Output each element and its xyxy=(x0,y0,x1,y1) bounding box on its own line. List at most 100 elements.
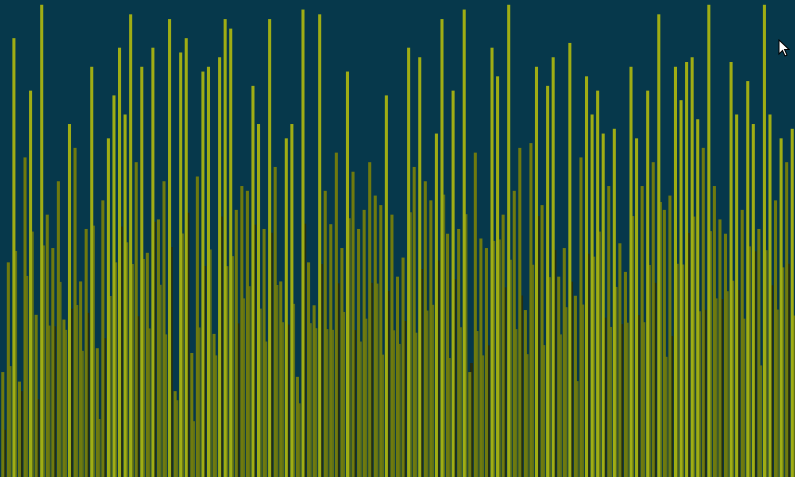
spectrum-bar-echo xyxy=(569,281,574,477)
spectrum-bar xyxy=(395,276,400,477)
spectrum-bar xyxy=(790,128,794,477)
spectrum-bar xyxy=(440,19,444,477)
spectrum-bar-echo xyxy=(536,216,540,477)
spectrum-bar xyxy=(184,38,188,477)
spectrum-bar xyxy=(785,162,789,477)
spectrum-bar-echo xyxy=(186,212,190,477)
spectrum-bar xyxy=(373,195,377,477)
spectrum-bar xyxy=(557,276,561,477)
spectrum-bar xyxy=(23,157,27,477)
spectrum-bar xyxy=(646,90,650,477)
spectrum-bar-echo xyxy=(342,311,346,477)
spectrum-bar-echo xyxy=(297,403,301,477)
spectrum-bar-echo xyxy=(314,328,318,477)
spectrum-bar xyxy=(423,181,427,477)
spectrum-bar-echo xyxy=(764,250,768,477)
spectrum-bar xyxy=(551,57,555,477)
spectrum-bar xyxy=(623,271,627,477)
spectrum-bar-echo xyxy=(453,279,457,477)
spectrum-bar-echo xyxy=(775,309,779,477)
spectrum-bar xyxy=(518,147,522,477)
spectrum-bar-echo xyxy=(575,381,579,477)
spectrum-bar-echo xyxy=(481,355,485,477)
spectrum-bar xyxy=(195,176,199,477)
spectrum-bar-echo xyxy=(475,331,479,477)
spectrum-bar xyxy=(234,209,238,477)
spectrum-bar xyxy=(607,186,611,477)
spectrum-bar-echo xyxy=(781,267,785,477)
spectrum-bar xyxy=(40,4,44,477)
spectrum-bar xyxy=(718,219,722,477)
spectrum-bar xyxy=(740,209,744,477)
spectrum-bar xyxy=(696,119,700,477)
spectrum-bar xyxy=(51,248,55,477)
spectrum-bar xyxy=(156,219,160,477)
spectrum-bar-echo xyxy=(486,345,490,477)
spectrum-bar-echo xyxy=(47,325,51,477)
spectrum-bar-echo xyxy=(497,239,501,477)
spectrum-bar-echo xyxy=(125,242,129,477)
spectrum-bar xyxy=(540,205,544,477)
spectrum-bar xyxy=(12,38,16,477)
spectrum-bar xyxy=(34,314,38,477)
spectrum-bar-echo xyxy=(642,322,646,477)
spectrum-bar xyxy=(56,181,60,477)
spectrum-bar xyxy=(307,262,311,477)
spectrum-bar-echo xyxy=(664,356,668,477)
spectrum-bar xyxy=(573,295,577,477)
spectrum-bar xyxy=(1,372,5,477)
spectrum-bar xyxy=(112,95,116,477)
spectrum-bar-echo xyxy=(386,290,390,477)
spectrum-bar xyxy=(746,81,750,477)
spectrum-bar-echo xyxy=(414,332,418,477)
spectrum-bar-echo xyxy=(692,216,696,477)
spectrum-bar xyxy=(457,228,461,477)
spectrum-bar xyxy=(618,243,622,477)
spectrum-bar-echo xyxy=(353,330,357,477)
spectrum-bar-echo xyxy=(253,224,257,477)
spectrum-bar-echo xyxy=(531,264,535,477)
spectrum-bar xyxy=(735,114,739,477)
spectrum-bar xyxy=(612,128,616,477)
spectrum-bar-echo xyxy=(547,277,551,477)
spectrum-bar-echo xyxy=(747,246,751,477)
spectrum-bar xyxy=(685,62,689,477)
spectrum-bar-echo xyxy=(97,419,101,477)
spectrum-bar xyxy=(512,190,516,477)
spectrum-bar-echo xyxy=(675,263,679,477)
spectrum-bar-echo xyxy=(720,299,724,477)
spectrum-bar xyxy=(290,124,294,477)
spectrum-bar-echo xyxy=(581,304,585,477)
spectrum-bar xyxy=(707,4,711,477)
spectrum-bar-echo xyxy=(319,264,323,477)
spectrum-bar-echo xyxy=(375,283,379,477)
spectrum-bar xyxy=(751,124,755,477)
spectrum-bar-echo xyxy=(86,312,90,477)
spectrum-bar-echo xyxy=(736,290,740,477)
spectrum-bar xyxy=(579,157,583,477)
spectrum-bar-echo xyxy=(325,329,329,477)
spectrum-bar-echo xyxy=(708,231,713,477)
spectrum-bar-echo xyxy=(164,334,168,477)
spectrum-bar-echo xyxy=(269,232,273,477)
spectrum-bar-echo xyxy=(180,233,184,477)
spectrum-bar xyxy=(168,19,172,477)
spectrum-bar-echo xyxy=(75,305,79,477)
spectrum-bar xyxy=(779,138,783,477)
spectrum-bar-echo xyxy=(670,336,674,477)
spectrum-bar-echo xyxy=(397,343,401,477)
spectrum-bar-echo xyxy=(586,253,590,477)
spectrum-bar xyxy=(357,228,361,477)
spectrum-bar-echo xyxy=(392,330,396,477)
spectrum-bar xyxy=(523,310,527,477)
spectrum-bar xyxy=(134,162,138,477)
spectrum-bar xyxy=(501,214,505,477)
spectrum-bar xyxy=(629,66,633,477)
spectrum-bar-echo xyxy=(41,245,45,477)
spectrum-bar-echo xyxy=(697,311,701,477)
spectrum-bar-echo xyxy=(558,334,562,477)
spectrum-bar-echo xyxy=(136,316,140,477)
spectrum-bar xyxy=(79,281,83,477)
spectrum-bar-echo xyxy=(308,323,312,477)
